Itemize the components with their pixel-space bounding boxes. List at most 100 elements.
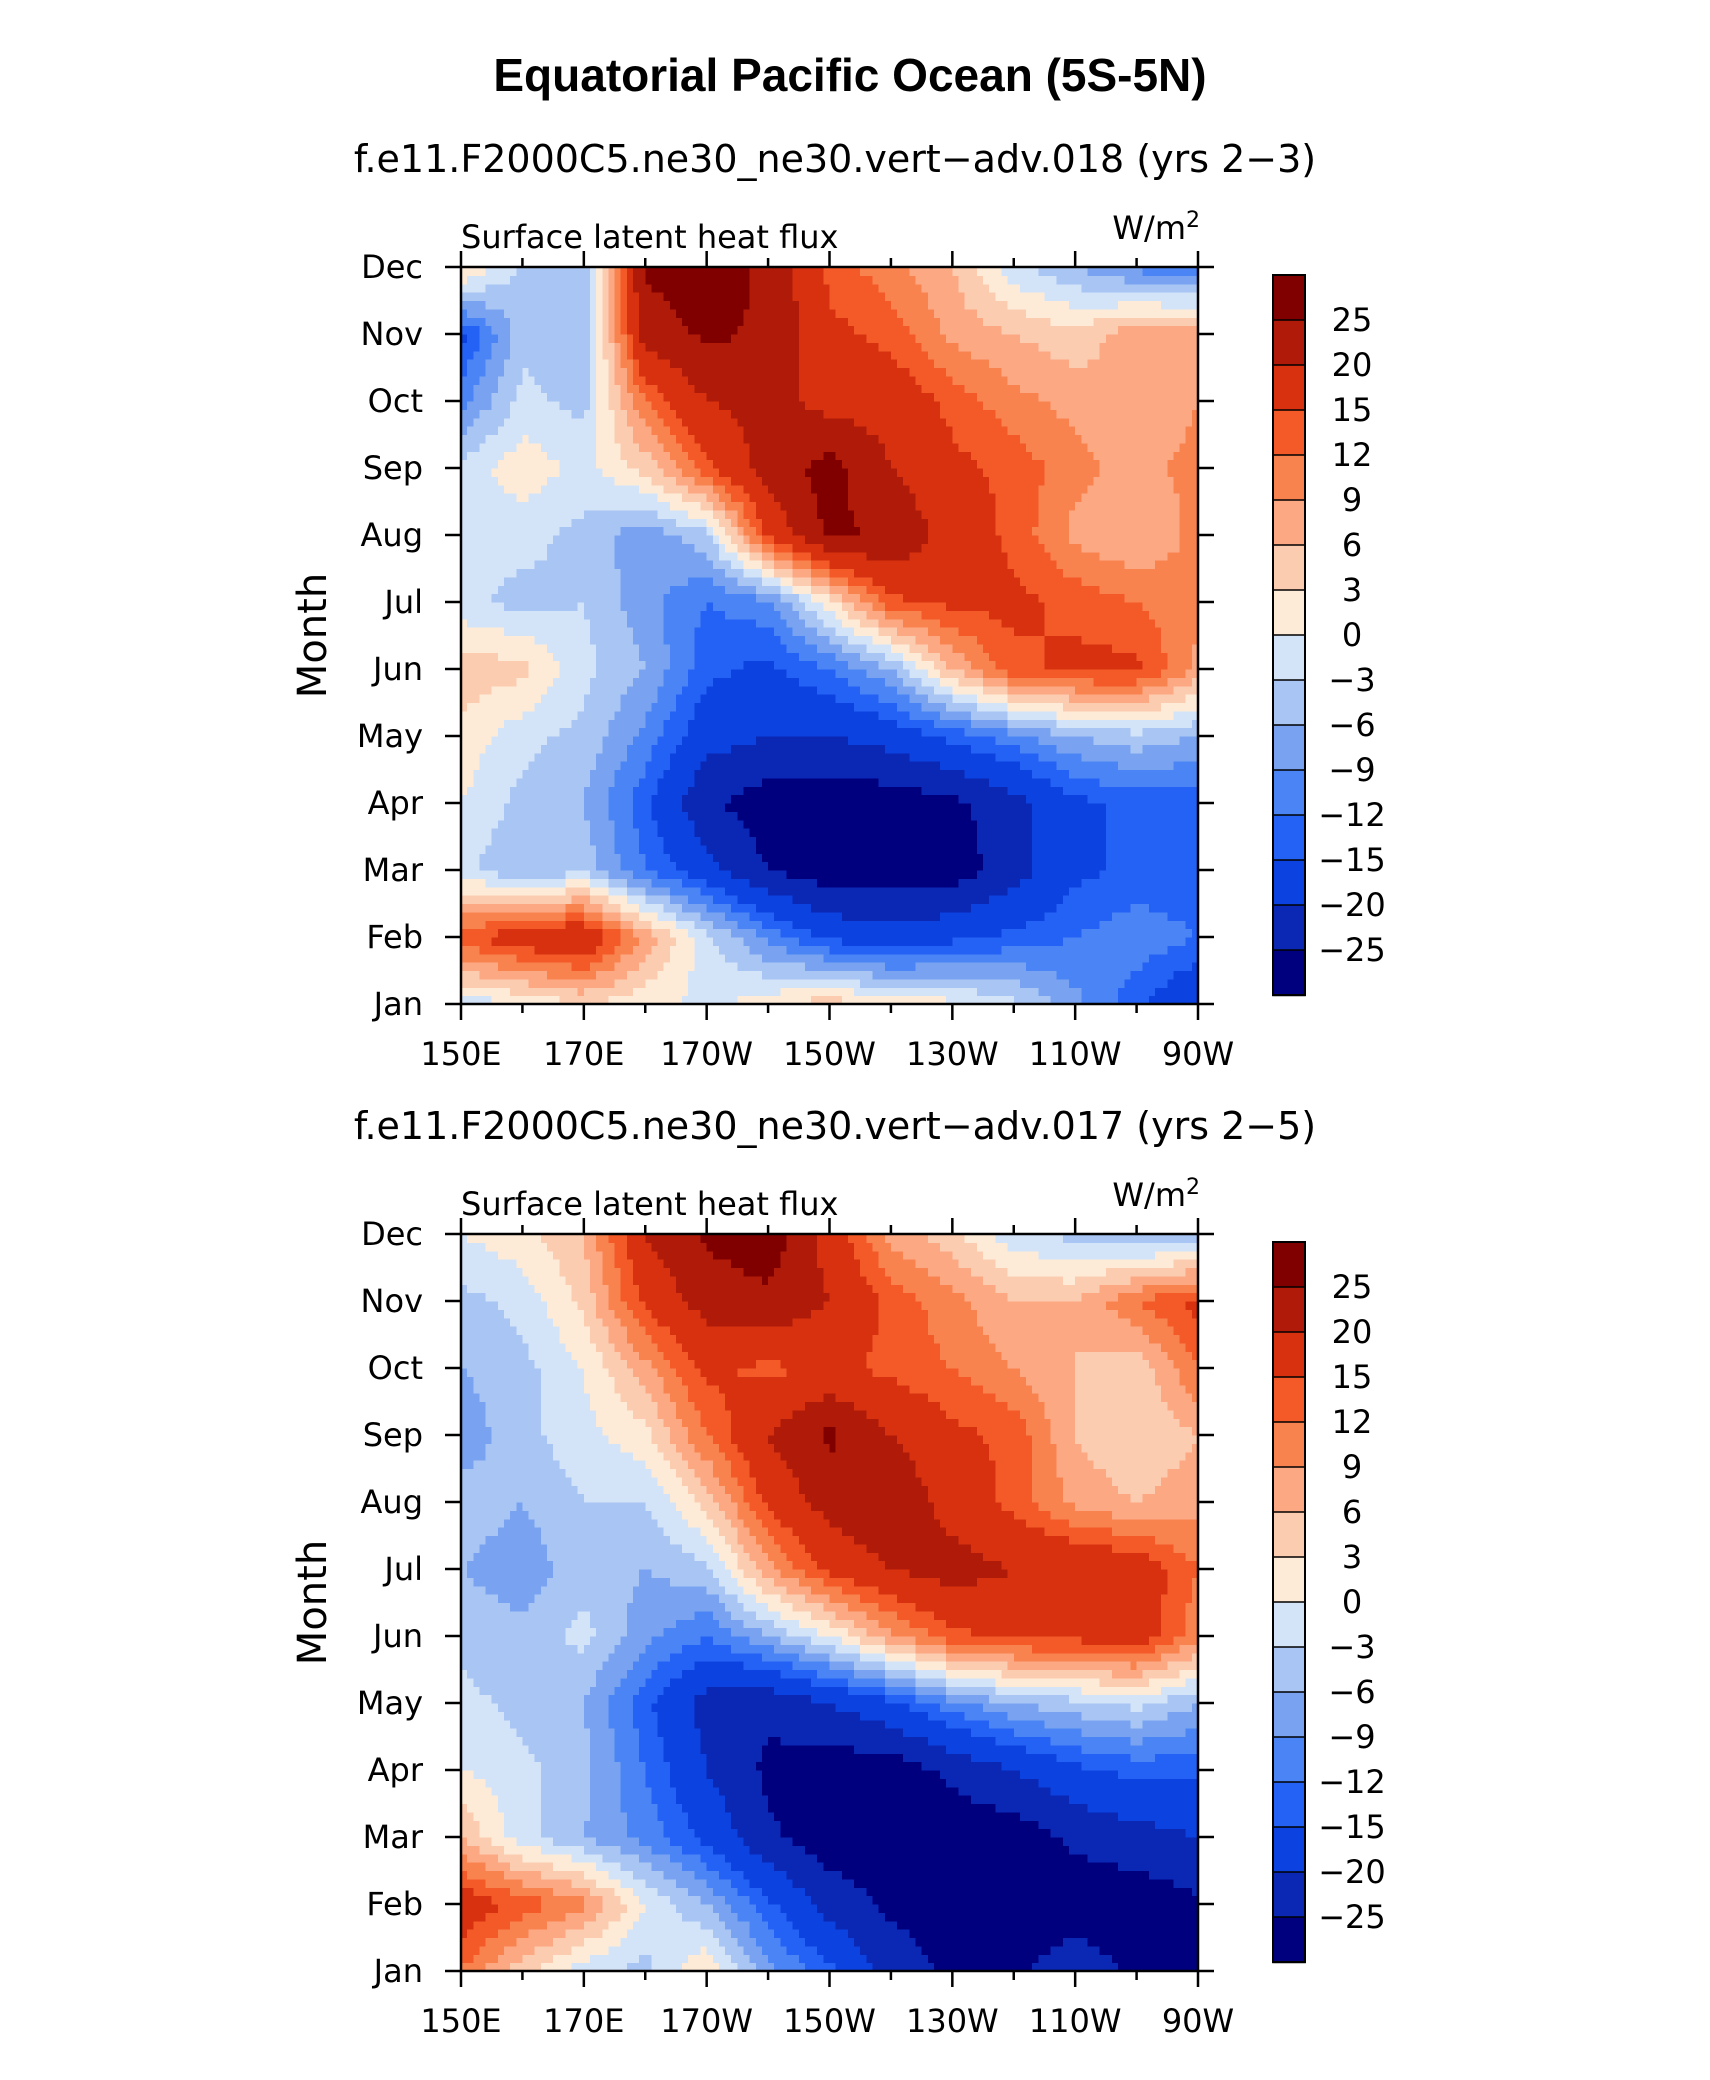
heatmap-cell	[731, 727, 738, 737]
heatmap-cell	[669, 819, 677, 829]
heatmap-cell	[1019, 819, 1027, 829]
heatmap-cell	[688, 937, 695, 946]
heatmap-cell	[1118, 702, 1125, 712]
heatmap-cell	[890, 987, 898, 997]
heatmap-cell	[546, 978, 554, 988]
heatmap-cell	[688, 987, 695, 997]
heatmap-cell	[786, 702, 794, 712]
heatmap-cell	[1062, 727, 1070, 737]
heatmap-cell	[706, 861, 714, 871]
heatmap-cell	[1001, 685, 1009, 695]
heatmap-cell	[823, 794, 831, 804]
heatmap-cell	[798, 895, 806, 905]
heatmap-cell	[866, 811, 874, 821]
heatmap-cell	[503, 836, 511, 846]
heatmap-cell	[866, 685, 874, 695]
heatmap-cell	[1069, 828, 1076, 838]
heatmap-cell	[970, 870, 978, 879]
heatmap-cell	[700, 886, 708, 896]
heatmap-cell	[847, 853, 855, 863]
heatmap-cell	[522, 761, 530, 771]
heatmap-cell	[890, 945, 898, 955]
heatmap-cell	[1026, 870, 1033, 879]
heatmap-cell	[577, 744, 585, 754]
heatmap-cell	[718, 970, 726, 980]
heatmap-cell	[768, 727, 775, 737]
heatmap-cell	[755, 945, 763, 955]
heatmap-cell	[565, 987, 573, 997]
heatmap-cell	[1148, 719, 1156, 729]
heatmap-cell	[522, 786, 530, 796]
heatmap-cell	[479, 769, 487, 779]
heatmap-cell	[473, 962, 481, 972]
heatmap-cell	[1161, 710, 1168, 720]
heatmap-cell	[497, 669, 505, 678]
heatmap-cell	[915, 803, 923, 812]
heatmap-cell	[1087, 870, 1095, 879]
heatmap-cell	[884, 761, 892, 771]
heatmap-cell	[1118, 995, 1125, 1004]
heatmap-cell	[976, 920, 984, 930]
heatmap-cell	[1087, 878, 1095, 888]
heatmap-cell	[743, 903, 751, 913]
heatmap-cell	[786, 853, 794, 863]
heatmap-cell	[743, 727, 751, 737]
heatmap-cell	[1026, 710, 1033, 720]
heatmap-cell	[694, 752, 702, 762]
heatmap-cell	[571, 811, 579, 821]
heatmap-cell	[485, 736, 493, 745]
heatmap-cell	[958, 895, 966, 905]
heatmap-cell	[1001, 962, 1009, 972]
heatmap-cell	[718, 995, 726, 1004]
heatmap-cell	[589, 886, 597, 896]
heatmap-cell	[983, 920, 990, 930]
heatmap-cell	[958, 870, 966, 879]
heatmap-cell	[1185, 836, 1193, 846]
heatmap-cell	[1167, 870, 1175, 879]
heatmap-cell	[792, 719, 800, 729]
heatmap-cell	[571, 844, 579, 854]
heatmap-cell	[983, 853, 990, 863]
heatmap-cell	[1007, 903, 1015, 913]
heatmap-cell	[786, 694, 794, 704]
heatmap-cell	[657, 819, 665, 829]
heatmap-cell	[786, 886, 794, 896]
heatmap-cell	[485, 702, 493, 712]
heatmap-cell	[632, 694, 640, 704]
heatmap-cell	[946, 677, 953, 687]
heatmap-cell	[1173, 870, 1181, 879]
heatmap-cell	[473, 652, 481, 662]
heatmap-cell	[768, 669, 775, 678]
heatmap-cell	[688, 878, 695, 888]
heatmap-cell	[958, 886, 966, 896]
heatmap-cell	[546, 786, 554, 796]
heatmap-cell	[1019, 870, 1027, 879]
heatmap-cell	[675, 803, 683, 812]
heatmap-cell	[479, 911, 487, 921]
heatmap-cell	[510, 660, 517, 670]
heatmap-cell	[755, 853, 763, 863]
heatmap-cell	[1099, 870, 1107, 879]
heatmap-cell	[1032, 752, 1039, 762]
heatmap-cell	[903, 970, 910, 980]
heatmap-cell	[534, 844, 542, 854]
heatmap-cell	[516, 937, 524, 946]
heatmap-cell	[485, 987, 493, 997]
heatmap-cell	[620, 911, 628, 921]
heatmap-cell	[841, 995, 849, 1004]
heatmap-cell	[983, 911, 990, 921]
heatmap-cell	[964, 844, 972, 854]
heatmap-cell	[1038, 970, 1046, 980]
heatmap-cell	[1191, 928, 1198, 938]
heatmap-cell	[897, 761, 904, 771]
heatmap-cell	[909, 727, 917, 737]
heatmap-cell	[983, 803, 990, 812]
heatmap-cell	[589, 987, 597, 997]
heatmap-cell	[491, 995, 499, 1004]
heatmap-cell	[946, 777, 953, 787]
heatmap-cell	[1062, 836, 1070, 846]
heatmap-cell	[952, 978, 960, 988]
heatmap-cell	[577, 970, 585, 980]
heatmap-cell	[718, 811, 726, 821]
heatmap-cell	[1081, 710, 1089, 720]
